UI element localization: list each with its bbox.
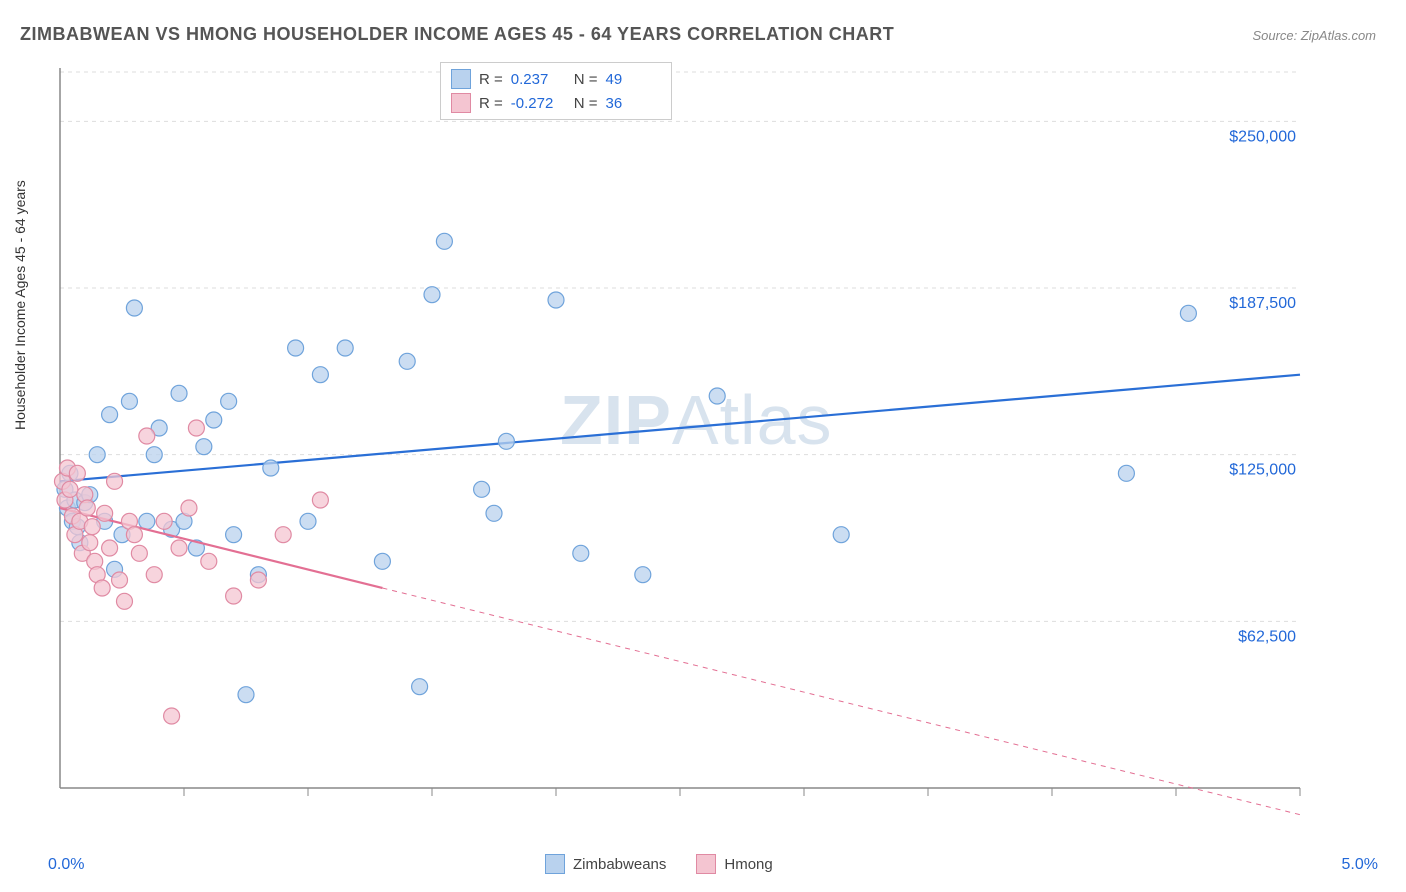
legend-swatch bbox=[451, 93, 471, 113]
data-point bbox=[102, 540, 118, 556]
data-point bbox=[171, 385, 187, 401]
data-point bbox=[89, 447, 105, 463]
stat-row: R = 0.237 N = 49 bbox=[451, 67, 661, 91]
data-point bbox=[288, 340, 304, 356]
data-point bbox=[69, 465, 85, 481]
data-point bbox=[181, 500, 197, 516]
stat-r-label: R = bbox=[479, 71, 503, 88]
data-point bbox=[275, 527, 291, 543]
data-point bbox=[62, 481, 78, 497]
data-point bbox=[1118, 465, 1134, 481]
correlation-legend: R = 0.237 N = 49 R = -0.272 N = 36 bbox=[440, 62, 672, 120]
data-point bbox=[131, 545, 147, 561]
data-point bbox=[146, 567, 162, 583]
stat-n-value: 36 bbox=[606, 95, 661, 112]
data-point bbox=[399, 353, 415, 369]
x-axis-min-label: 0.0% bbox=[48, 856, 84, 874]
data-point bbox=[226, 588, 242, 604]
data-point bbox=[139, 428, 155, 444]
data-point bbox=[374, 553, 390, 569]
data-point bbox=[201, 553, 217, 569]
data-point bbox=[486, 505, 502, 521]
data-point bbox=[206, 412, 222, 428]
data-point bbox=[474, 481, 490, 497]
trend-line bbox=[60, 375, 1300, 482]
x-axis-max-label: 5.0% bbox=[1342, 856, 1378, 874]
y-tick-label: $250,000 bbox=[1229, 128, 1296, 145]
legend-item: Hmong bbox=[696, 854, 772, 874]
data-point bbox=[79, 500, 95, 516]
legend-item: Zimbabweans bbox=[545, 854, 666, 874]
y-tick-label: $125,000 bbox=[1229, 462, 1296, 479]
data-point bbox=[709, 388, 725, 404]
data-point bbox=[188, 420, 204, 436]
stat-n-label: N = bbox=[574, 95, 598, 112]
data-point bbox=[412, 679, 428, 695]
data-point bbox=[337, 340, 353, 356]
stat-row: R = -0.272 N = 36 bbox=[451, 91, 661, 115]
data-point bbox=[635, 567, 651, 583]
data-point bbox=[1180, 305, 1196, 321]
legend-label: Zimbabweans bbox=[573, 856, 666, 873]
stat-r-value: 0.237 bbox=[511, 71, 566, 88]
legend-swatch bbox=[451, 69, 471, 89]
data-point bbox=[424, 287, 440, 303]
data-point bbox=[312, 367, 328, 383]
data-point bbox=[196, 439, 212, 455]
data-point bbox=[221, 393, 237, 409]
data-point bbox=[226, 527, 242, 543]
scatter-plot: $62,500 $125,000 $187,500 $250,000 bbox=[50, 58, 1380, 828]
stat-r-label: R = bbox=[479, 95, 503, 112]
data-point bbox=[436, 233, 452, 249]
data-point bbox=[97, 505, 113, 521]
data-point bbox=[573, 545, 589, 561]
data-point bbox=[250, 572, 266, 588]
stat-r-value: -0.272 bbox=[511, 95, 566, 112]
data-point bbox=[94, 580, 110, 596]
y-axis-label: Householder Income Ages 45 - 64 years bbox=[12, 180, 28, 430]
data-point bbox=[164, 708, 180, 724]
series-legend: Zimbabweans Hmong bbox=[545, 854, 773, 874]
data-point bbox=[121, 393, 137, 409]
legend-swatch bbox=[696, 854, 716, 874]
data-point bbox=[139, 513, 155, 529]
data-point bbox=[548, 292, 564, 308]
stat-n-value: 49 bbox=[606, 71, 661, 88]
data-point bbox=[238, 687, 254, 703]
y-tick-label: $62,500 bbox=[1238, 628, 1296, 645]
data-point bbox=[156, 513, 172, 529]
source-label: Source: ZipAtlas.com bbox=[1252, 28, 1376, 43]
stat-n-label: N = bbox=[574, 71, 598, 88]
data-point bbox=[84, 519, 100, 535]
data-point bbox=[126, 300, 142, 316]
data-point bbox=[171, 540, 187, 556]
legend-label: Hmong bbox=[724, 856, 772, 873]
data-point bbox=[833, 527, 849, 543]
data-point bbox=[300, 513, 316, 529]
data-point bbox=[116, 593, 132, 609]
page-title: ZIMBABWEAN VS HMONG HOUSEHOLDER INCOME A… bbox=[20, 24, 894, 45]
trend-line-dashed bbox=[382, 588, 1300, 815]
data-point bbox=[102, 407, 118, 423]
y-tick-label: $187,500 bbox=[1229, 295, 1296, 312]
data-point bbox=[312, 492, 328, 508]
legend-swatch bbox=[545, 854, 565, 874]
data-point bbox=[82, 535, 98, 551]
data-point bbox=[126, 527, 142, 543]
data-point bbox=[498, 433, 514, 449]
data-point bbox=[112, 572, 128, 588]
data-point bbox=[107, 473, 123, 489]
data-point bbox=[146, 447, 162, 463]
data-point bbox=[263, 460, 279, 476]
